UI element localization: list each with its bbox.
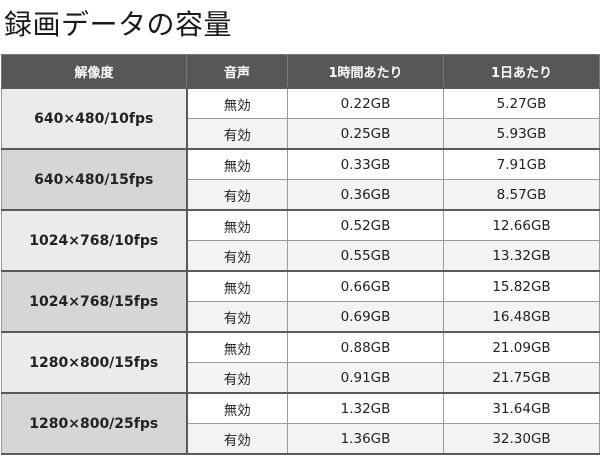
per-hour-cell: 1.36GB xyxy=(287,423,444,455)
per-hour-cell: 0.25GB xyxy=(287,118,444,150)
per-day-cell: 13.32GB xyxy=(443,240,600,272)
audio-cell: 有効 xyxy=(186,118,288,150)
per-day-cell: 21.09GB xyxy=(443,331,600,363)
table-group: 1280×800/25fps 無効 1.32GB 31.64GB 有効 1.36… xyxy=(1,392,600,455)
table-row: 有効 0.69GB 16.48GB xyxy=(2,301,600,333)
audio-cell: 有効 xyxy=(186,301,288,333)
table-group: 640×480/15fps 無効 0.33GB 7.91GB 有効 0.36GB… xyxy=(1,148,600,211)
header-row: 解像度 音声 1時間あたり 1日あたり xyxy=(1,54,600,89)
audio-cell: 有効 xyxy=(186,179,288,211)
table-row: 1280×800/15fps 無効 0.88GB 21.09GB xyxy=(1,331,600,394)
header-per-hour: 1時間あたり xyxy=(287,54,444,89)
table-group: 1280×800/15fps 無効 0.88GB 21.09GB 有効 0.91… xyxy=(1,331,600,394)
table-row: 1024×768/10fps 無効 0.52GB 12.66GB xyxy=(1,209,600,272)
resolution-cell: 640×480/15fps xyxy=(1,148,188,211)
audio-cell: 無効 xyxy=(186,148,288,180)
per-hour-cell: 0.52GB xyxy=(287,209,444,241)
header-per-day: 1日あたり xyxy=(443,54,600,89)
audio-cell: 無効 xyxy=(186,392,288,424)
per-day-cell: 5.93GB xyxy=(443,118,600,150)
table-row: 1280×800/25fps 無効 1.32GB 31.64GB xyxy=(1,392,600,455)
table-row: 有効 0.36GB 8.57GB xyxy=(2,179,600,211)
per-day-cell: 7.91GB xyxy=(443,148,600,180)
per-day-cell: 16.48GB xyxy=(443,301,600,333)
audio-cell: 有効 xyxy=(186,240,288,272)
table-row: 640×480/15fps 無効 0.33GB 7.91GB xyxy=(1,148,600,211)
page-title: 録画データの容量 xyxy=(4,8,233,41)
table-group: 1024×768/10fps 無効 0.52GB 12.66GB 有効 0.55… xyxy=(1,209,600,272)
per-hour-cell: 0.88GB xyxy=(287,331,444,363)
per-hour-cell: 0.55GB xyxy=(287,240,444,272)
per-day-cell: 31.64GB xyxy=(443,392,600,424)
audio-cell: 有効 xyxy=(186,362,288,394)
per-hour-cell: 0.91GB xyxy=(287,362,444,394)
per-day-cell: 5.27GB xyxy=(443,87,600,119)
per-day-cell: 32.30GB xyxy=(443,423,600,455)
header-resolution: 解像度 xyxy=(1,54,187,89)
per-day-cell: 15.82GB xyxy=(443,270,600,302)
resolution-cell: 1280×800/15fps xyxy=(1,331,188,394)
per-hour-cell: 0.66GB xyxy=(287,270,444,302)
per-hour-cell: 0.36GB xyxy=(287,179,444,211)
table-row: 有効 0.25GB 5.93GB xyxy=(2,118,600,150)
per-hour-cell: 0.33GB xyxy=(287,148,444,180)
audio-cell: 無効 xyxy=(186,209,288,241)
table-header: 解像度 音声 1時間あたり 1日あたり xyxy=(1,54,600,89)
table-row: 1024×768/15fps 無効 0.66GB 15.82GB xyxy=(1,270,600,333)
per-hour-cell: 0.69GB xyxy=(287,301,444,333)
table-group: 640×480/10fps 無効 0.22GB 5.27GB 有効 0.25GB… xyxy=(1,87,600,150)
audio-cell: 有効 xyxy=(186,423,288,455)
per-hour-cell: 1.32GB xyxy=(287,392,444,424)
per-hour-cell: 0.22GB xyxy=(287,87,444,119)
header-audio: 音声 xyxy=(186,54,288,89)
table-group: 1024×768/15fps 無効 0.66GB 15.82GB 有効 0.69… xyxy=(1,270,600,333)
audio-cell: 無効 xyxy=(186,87,288,119)
audio-cell: 無効 xyxy=(186,331,288,363)
capacity-table: 解像度 音声 1時間あたり 1日あたり 640×480/10fps 無効 0.2… xyxy=(1,54,600,455)
per-day-cell: 8.57GB xyxy=(443,179,600,211)
audio-cell: 無効 xyxy=(186,270,288,302)
resolution-cell: 1024×768/10fps xyxy=(1,209,188,272)
per-day-cell: 12.66GB xyxy=(443,209,600,241)
per-day-cell: 21.75GB xyxy=(443,362,600,394)
resolution-cell: 1280×800/25fps xyxy=(1,392,188,455)
resolution-cell: 640×480/10fps xyxy=(1,87,188,150)
resolution-cell: 1024×768/15fps xyxy=(1,270,188,333)
table-row: 有効 0.55GB 13.32GB xyxy=(2,240,600,272)
table-row: 有効 0.91GB 21.75GB xyxy=(2,362,600,394)
table-row: 640×480/10fps 無効 0.22GB 5.27GB xyxy=(1,87,600,150)
